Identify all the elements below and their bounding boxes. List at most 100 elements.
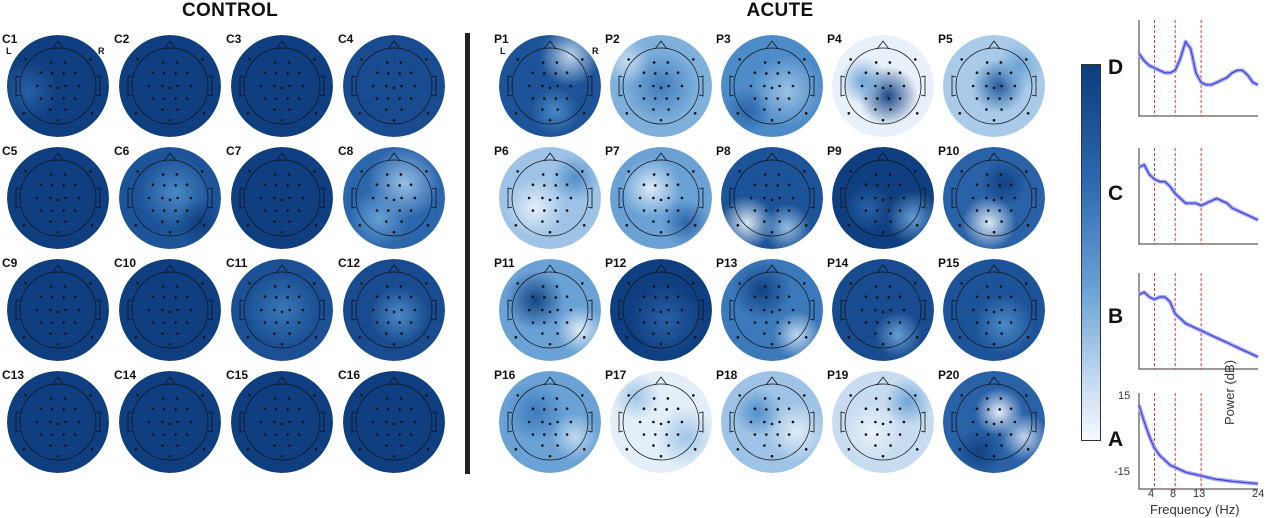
electrode [803, 282, 806, 285]
spectrum-axes [1138, 148, 1258, 245]
electrode [136, 394, 139, 397]
electrode [887, 321, 890, 324]
acute-map-label: P7 [605, 144, 620, 158]
electrode [541, 308, 544, 312]
head-outline [239, 264, 325, 349]
electrode [738, 282, 741, 285]
electrode [176, 196, 179, 200]
topomap [942, 258, 1046, 362]
electrode [738, 170, 741, 173]
head-outline [618, 376, 704, 461]
electrode [531, 71, 535, 74]
head-outline [351, 152, 437, 237]
electrode [652, 61, 656, 64]
electrode [62, 296, 65, 299]
electrode [161, 444, 164, 447]
electrode [652, 173, 656, 176]
head-outline [15, 152, 101, 237]
electrode [297, 321, 301, 324]
electrode [999, 173, 1003, 176]
electrode [693, 224, 697, 227]
control-map-label: C7 [226, 144, 242, 158]
electrode [777, 61, 781, 64]
electrode [860, 308, 864, 312]
electrode [392, 422, 396, 426]
electrode [864, 71, 868, 74]
spectrum-axes [1138, 20, 1258, 117]
electrode [22, 448, 26, 451]
electrode [176, 444, 179, 447]
electrode [64, 420, 67, 424]
electrode [201, 282, 204, 285]
topomap [118, 34, 222, 138]
electrode [770, 198, 774, 202]
electrode [998, 433, 1001, 436]
electrode [425, 58, 428, 61]
electrode [297, 407, 301, 410]
electrode [77, 308, 81, 312]
electrode [398, 408, 401, 411]
electrode [763, 308, 766, 312]
control-map-label: C9 [2, 256, 18, 270]
control-title: CONTROL [181, 0, 279, 21]
electrode [654, 184, 657, 187]
x-tick-13: 13 [1193, 488, 1206, 500]
electrode [263, 321, 267, 324]
electrode [849, 394, 852, 397]
electrode [246, 448, 250, 451]
electrode [161, 397, 165, 400]
electrode [313, 58, 316, 61]
electrode [185, 97, 189, 100]
electrode [301, 196, 305, 200]
head-outline [127, 264, 213, 349]
spectrum-line-b [1138, 291, 1259, 358]
electrode [960, 58, 963, 61]
electrode [987, 433, 990, 436]
electrode [1013, 196, 1017, 200]
electrode [531, 295, 535, 298]
electrode [136, 58, 139, 61]
topomap [230, 370, 334, 474]
electrode [975, 321, 979, 324]
electrode [62, 408, 65, 411]
electrode [667, 444, 670, 447]
electrode [569, 84, 573, 88]
x-tick-4: 4 [1148, 488, 1155, 500]
acute-map-label: P14 [827, 256, 849, 270]
electrode [516, 58, 519, 61]
electrode [400, 308, 403, 312]
electrode [22, 224, 26, 227]
electrode [273, 196, 276, 200]
electrode [652, 108, 655, 111]
electrode [680, 308, 684, 312]
electrode [541, 220, 544, 223]
electrode [286, 72, 289, 75]
electrode [371, 196, 375, 200]
electrode [64, 308, 67, 312]
electrode [975, 407, 979, 410]
electrode [176, 108, 179, 111]
electrode [201, 58, 204, 61]
electrode [1000, 308, 1003, 312]
electrode [975, 183, 979, 186]
control-map-label: C11 [226, 256, 248, 270]
electrode [163, 296, 166, 299]
electrode [667, 332, 670, 335]
electrode [1009, 183, 1013, 186]
electrode [975, 295, 979, 298]
electrode [763, 173, 767, 176]
electrode [175, 397, 179, 400]
electrode [168, 118, 172, 122]
control-map-label: C2 [114, 32, 130, 46]
electrode [89, 170, 92, 173]
electrode [246, 112, 250, 115]
electrode [56, 86, 60, 90]
electrode [770, 230, 774, 234]
electrode [62, 184, 65, 187]
electrode [1026, 448, 1030, 451]
topomap [720, 146, 824, 250]
topomap [498, 370, 602, 474]
colorbar-label-b: B [1108, 305, 1124, 328]
electrode [161, 332, 164, 335]
electrode [39, 209, 43, 212]
